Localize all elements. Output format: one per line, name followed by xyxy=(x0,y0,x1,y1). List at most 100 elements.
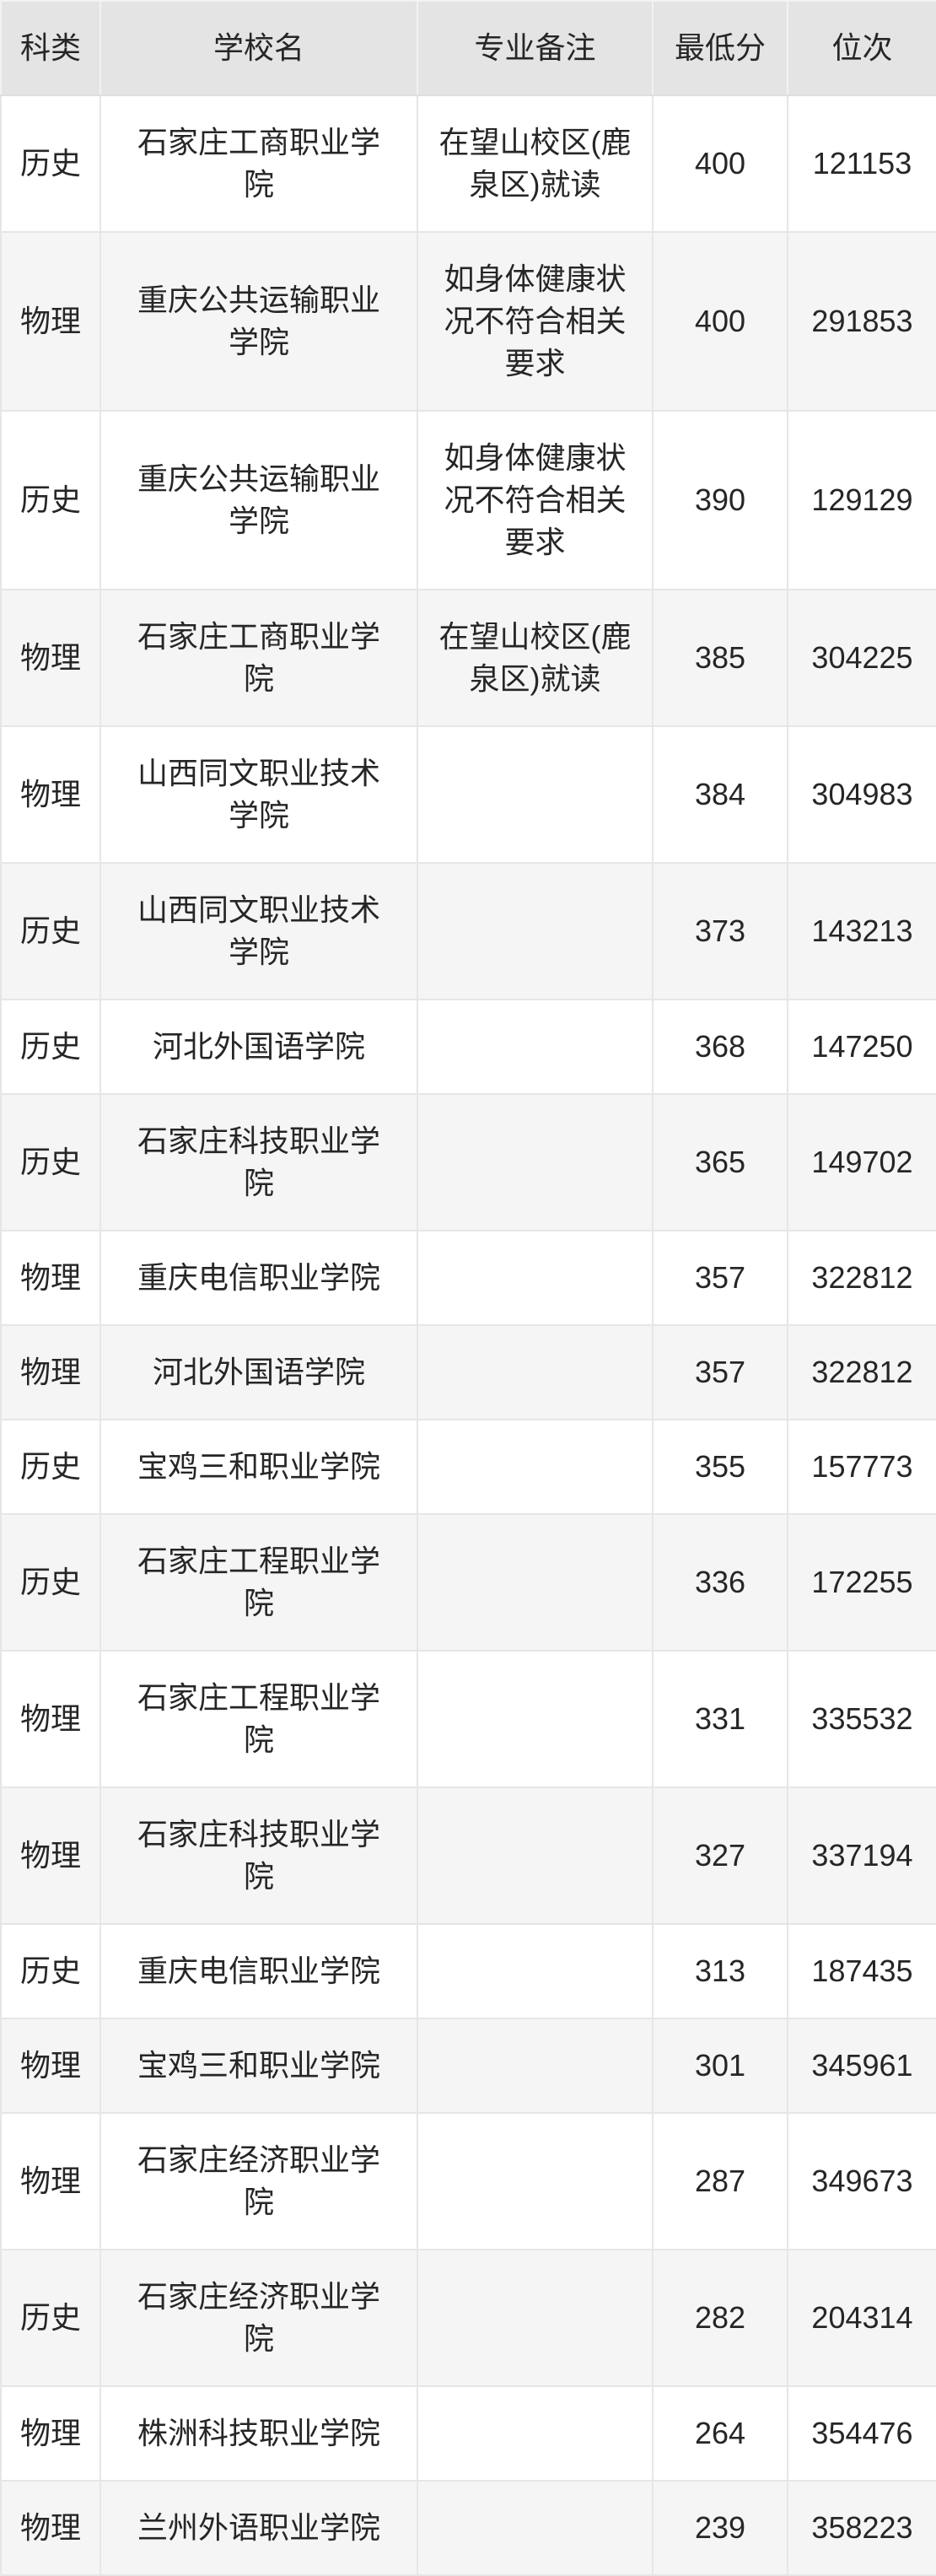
table-row: 历史 石家庄工商职业学院 在望山校区(鹿泉区)就读 400 121153 xyxy=(0,94,936,233)
cell-rank: 358223 xyxy=(787,2480,936,2576)
table-row: 物理 宝鸡三和职业学院 301 345961 xyxy=(0,2018,936,2114)
cell-school-name: 石家庄经济职业学院 xyxy=(100,2249,418,2387)
table-row: 历史 石家庄经济职业学院 282 204314 xyxy=(0,2249,936,2387)
cell-rank: 322812 xyxy=(787,1324,936,1420)
cell-subject-category: 历史 xyxy=(0,1093,101,1231)
cell-min-score: 313 xyxy=(652,1923,788,2019)
cell-rank: 337194 xyxy=(787,1786,936,1925)
table-row: 物理 河北外国语学院 357 322812 xyxy=(0,1324,936,1420)
cell-major-note: 在望山校区(鹿泉区)就读 xyxy=(417,94,654,233)
cell-school-name: 石家庄工商职业学院 xyxy=(100,589,418,727)
table-row: 物理 重庆公共运输职业学院 如身体健康状况不符合相关要求 400 291853 xyxy=(0,231,936,412)
cell-rank: 143213 xyxy=(787,862,936,1000)
cell-rank: 129129 xyxy=(787,410,936,590)
cell-rank: 322812 xyxy=(787,1230,936,1326)
cell-subject-category: 历史 xyxy=(0,94,101,233)
cell-rank: 147250 xyxy=(787,999,936,1095)
table-row: 历史 石家庄工程职业学院 336 172255 xyxy=(0,1513,936,1652)
table-header: 科类 学校名 专业备注 最低分 位次 xyxy=(0,0,936,96)
cell-min-score: 400 xyxy=(652,94,788,233)
cell-min-score: 368 xyxy=(652,999,788,1095)
cell-min-score: 239 xyxy=(652,2480,788,2576)
cell-subject-category: 物理 xyxy=(0,1324,101,1420)
cell-subject-category: 历史 xyxy=(0,1419,101,1515)
table-row: 历史 山西同文职业技术学院 373 143213 xyxy=(0,862,936,1000)
table-row: 物理 石家庄工商职业学院 在望山校区(鹿泉区)就读 385 304225 xyxy=(0,589,936,727)
cell-min-score: 400 xyxy=(652,231,788,412)
cell-major-note: 如身体健康状况不符合相关要求 xyxy=(417,231,654,412)
cell-min-score: 357 xyxy=(652,1230,788,1326)
cell-major-note xyxy=(417,2112,654,2250)
cell-subject-category: 物理 xyxy=(0,589,101,727)
cell-school-name: 河北外国语学院 xyxy=(100,999,418,1095)
cell-major-note xyxy=(417,862,654,1000)
col-header-category: 科类 xyxy=(0,0,101,96)
cell-school-name: 石家庄科技职业学院 xyxy=(100,1786,418,1925)
header-row: 科类 学校名 专业备注 最低分 位次 xyxy=(0,0,936,96)
cell-major-note xyxy=(417,1324,654,1420)
cell-min-score: 264 xyxy=(652,2385,788,2482)
cell-min-score: 373 xyxy=(652,862,788,1000)
cell-school-name: 宝鸡三和职业学院 xyxy=(100,1419,418,1515)
col-header-rank: 位次 xyxy=(787,0,936,96)
cell-subject-category: 物理 xyxy=(0,725,101,864)
cell-school-name: 石家庄经济职业学院 xyxy=(100,2112,418,2250)
cell-rank: 172255 xyxy=(787,1513,936,1652)
table-row: 物理 石家庄经济职业学院 287 349673 xyxy=(0,2112,936,2250)
cell-rank: 121153 xyxy=(787,94,936,233)
cell-rank: 349673 xyxy=(787,2112,936,2250)
cell-rank: 187435 xyxy=(787,1923,936,2019)
cell-school-name: 重庆公共运输职业学院 xyxy=(100,410,418,590)
table-row: 历史 重庆公共运输职业学院 如身体健康状况不符合相关要求 390 129129 xyxy=(0,410,936,590)
col-header-school-name: 学校名 xyxy=(100,0,418,96)
col-header-min-score: 最低分 xyxy=(652,0,788,96)
cell-min-score: 365 xyxy=(652,1093,788,1231)
table-row: 物理 重庆电信职业学院 357 322812 xyxy=(0,1230,936,1326)
cell-rank: 149702 xyxy=(787,1093,936,1231)
cell-min-score: 282 xyxy=(652,2249,788,2387)
cell-rank: 291853 xyxy=(787,231,936,412)
cell-rank: 157773 xyxy=(787,1419,936,1515)
cell-min-score: 327 xyxy=(652,1786,788,1925)
table-row: 物理 石家庄工程职业学院 331 335532 xyxy=(0,1650,936,1788)
cell-major-note xyxy=(417,1093,654,1231)
cell-school-name: 石家庄工程职业学院 xyxy=(100,1513,418,1652)
cell-min-score: 301 xyxy=(652,2018,788,2114)
cell-subject-category: 历史 xyxy=(0,2249,101,2387)
cell-major-note xyxy=(417,1650,654,1788)
cell-subject-category: 历史 xyxy=(0,1923,101,2019)
cell-rank: 354476 xyxy=(787,2385,936,2482)
cell-school-name: 宝鸡三和职业学院 xyxy=(100,2018,418,2114)
table-row: 历史 石家庄科技职业学院 365 149702 xyxy=(0,1093,936,1231)
cell-school-name: 河北外国语学院 xyxy=(100,1324,418,1420)
col-header-major-note: 专业备注 xyxy=(417,0,654,96)
cell-school-name: 山西同文职业技术学院 xyxy=(100,862,418,1000)
cell-min-score: 357 xyxy=(652,1324,788,1420)
cell-major-note xyxy=(417,1786,654,1925)
cell-major-note xyxy=(417,2018,654,2114)
table-body: 历史 石家庄工商职业学院 在望山校区(鹿泉区)就读 400 121153 物理 … xyxy=(0,94,936,2576)
cell-rank: 335532 xyxy=(787,1650,936,1788)
cell-subject-category: 历史 xyxy=(0,862,101,1000)
table-row: 物理 石家庄科技职业学院 327 337194 xyxy=(0,1786,936,1925)
cell-school-name: 重庆公共运输职业学院 xyxy=(100,231,418,412)
cell-school-name: 株洲科技职业学院 xyxy=(100,2385,418,2482)
cell-subject-category: 物理 xyxy=(0,2018,101,2114)
cell-rank: 345961 xyxy=(787,2018,936,2114)
cell-school-name: 石家庄工程职业学院 xyxy=(100,1650,418,1788)
cell-min-score: 336 xyxy=(652,1513,788,1652)
cell-school-name: 兰州外语职业学院 xyxy=(100,2480,418,2576)
cell-major-note xyxy=(417,1513,654,1652)
table-row: 物理 山西同文职业技术学院 384 304983 xyxy=(0,725,936,864)
cell-major-note xyxy=(417,2249,654,2387)
cell-major-note xyxy=(417,1419,654,1515)
cell-major-note xyxy=(417,1230,654,1326)
cell-min-score: 385 xyxy=(652,589,788,727)
cell-major-note xyxy=(417,2480,654,2576)
cell-subject-category: 物理 xyxy=(0,231,101,412)
cell-major-note xyxy=(417,2385,654,2482)
cell-major-note xyxy=(417,999,654,1095)
cell-min-score: 331 xyxy=(652,1650,788,1788)
cell-min-score: 384 xyxy=(652,725,788,864)
cell-subject-category: 物理 xyxy=(0,1650,101,1788)
